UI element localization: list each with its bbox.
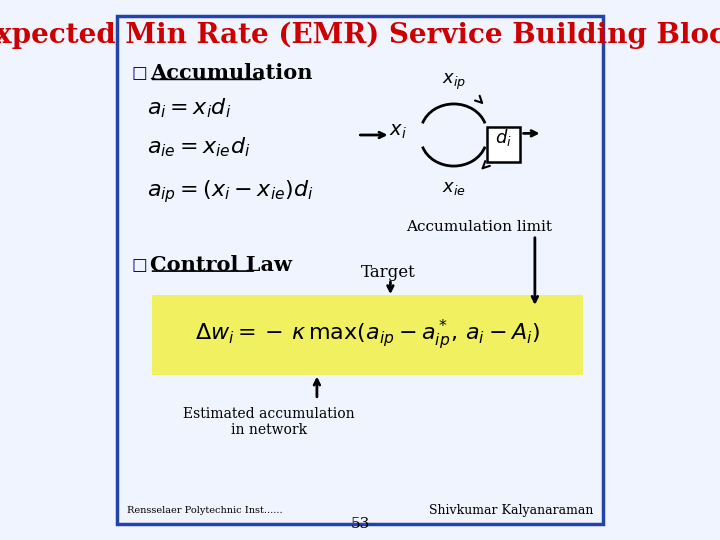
Text: Accumulation limit: Accumulation limit	[406, 220, 552, 234]
Text: $d_i$: $d_i$	[495, 127, 512, 148]
Text: $a_{ip} = (x_i - x_{ie})d_i$: $a_{ip} = (x_i - x_{ie})d_i$	[147, 178, 314, 205]
Text: $a_i = x_i d_i$: $a_i = x_i d_i$	[147, 96, 231, 120]
Text: $x_{ip}$: $x_{ip}$	[442, 72, 466, 92]
FancyBboxPatch shape	[117, 16, 603, 524]
Text: $x_{ie}$: $x_{ie}$	[442, 179, 466, 197]
Text: Expected Min Rate (EMR) Service Building Block: Expected Min Rate (EMR) Service Building…	[0, 22, 720, 49]
FancyBboxPatch shape	[487, 127, 520, 162]
Text: $x_i$: $x_i$	[389, 123, 407, 141]
Text: Shivkumar Kalyanaraman: Shivkumar Kalyanaraman	[429, 504, 593, 517]
Text: $a_{ie} = x_{ie} d_i$: $a_{ie} = x_{ie} d_i$	[147, 136, 251, 159]
Text: Accumulation: Accumulation	[150, 63, 312, 83]
Text: □: □	[132, 64, 148, 82]
Text: Estimated accumulation
in network: Estimated accumulation in network	[183, 407, 354, 437]
Text: $\Delta w_i = -\, \kappa\, \max(a_{ip} - a^*_{ip},\, a_i - A_i)$: $\Delta w_i = -\, \kappa\, \max(a_{ip} -…	[195, 318, 540, 352]
Text: Control Law: Control Law	[150, 254, 292, 275]
FancyBboxPatch shape	[152, 295, 583, 375]
Text: 53: 53	[351, 517, 369, 531]
Text: Rensselaer Polytechnic Inst......: Rensselaer Polytechnic Inst......	[127, 506, 282, 515]
Text: Target: Target	[361, 264, 415, 281]
Text: □: □	[132, 255, 148, 274]
